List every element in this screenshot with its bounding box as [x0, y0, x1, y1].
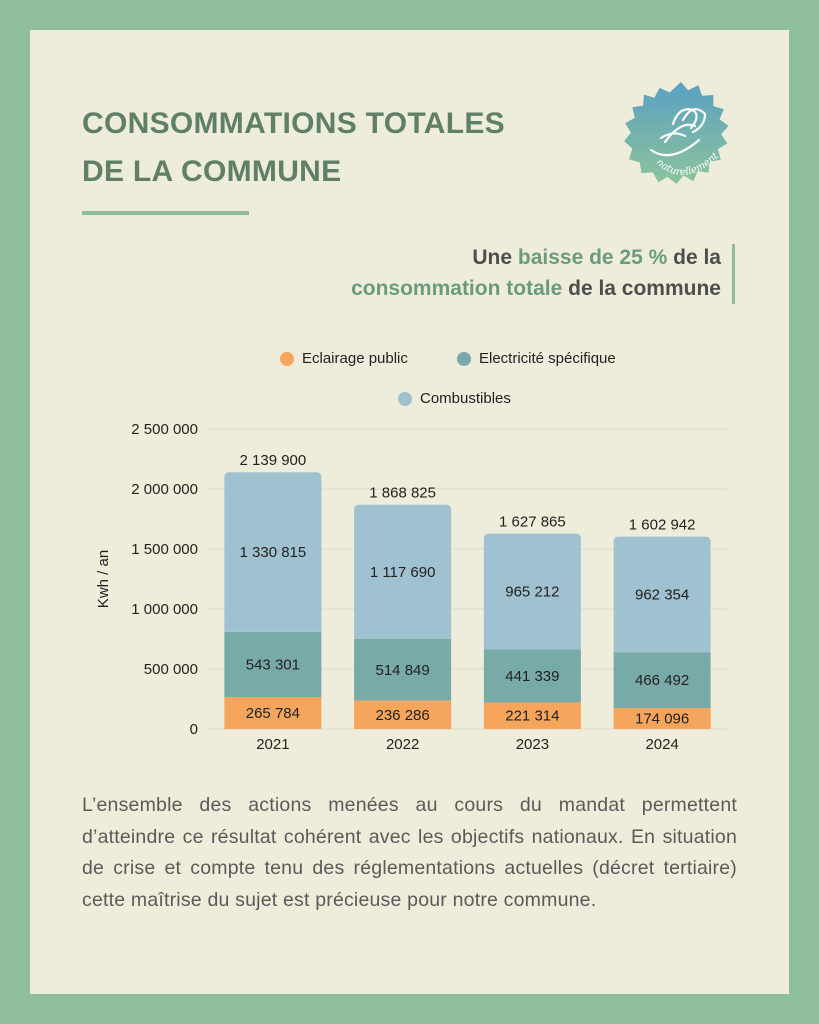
- title-line-1: CONSOMMATIONS TOTALES: [82, 107, 505, 140]
- y-tick-label: 2 000 000: [131, 481, 198, 498]
- data-label-eclairage: 265 784: [246, 705, 300, 722]
- legend-swatch-combustibles: [398, 391, 412, 406]
- headline-text-1: Une: [472, 246, 518, 269]
- title-underline: [82, 211, 249, 215]
- data-label-electricite: 466 492: [635, 672, 689, 689]
- headline-text-2: de la: [667, 246, 721, 269]
- naturellement-badge-logo: naturellement: [624, 82, 729, 184]
- headline-text-3: de la commune: [562, 277, 721, 300]
- bar-segment-eclairage: [483, 702, 581, 729]
- y-tick-label: 1 500 000: [131, 541, 198, 558]
- bar-segment-electricite: [613, 652, 711, 709]
- legend-label-eclairage: Eclairage public: [302, 350, 408, 367]
- data-label-eclairage: 221 314: [505, 708, 559, 725]
- data-label-eclairage: 236 286: [376, 707, 430, 724]
- data-label-electricite: 514 849: [376, 662, 430, 679]
- bar-segment-electricite: [483, 649, 581, 703]
- total-label: 1 627 865: [499, 514, 566, 531]
- bar-segment-combustibles: [483, 533, 581, 650]
- data-label-eclairage: 174 096: [635, 711, 689, 728]
- legend-label-combustibles: Combustibles: [420, 390, 511, 407]
- page-title: CONSOMMATIONS TOTALES DE LA COMMUNE: [82, 100, 505, 196]
- body-paragraph: L’ensemble des actions menées au cours d…: [82, 794, 737, 911]
- bar-segment-eclairage: [354, 700, 452, 729]
- y-tick-label: 2 500 000: [131, 421, 198, 438]
- leaf-icon: [649, 108, 707, 157]
- data-label-combustibles: 1 330 815: [240, 544, 307, 561]
- y-tick-label: 0: [190, 721, 198, 738]
- bar-segment-combustibles: [354, 504, 452, 639]
- bar-segment-combustibles: [224, 472, 322, 632]
- bar-segment-electricite: [224, 631, 322, 698]
- chart-headline: Une baisse de 25 % de la consommation to…: [351, 242, 721, 304]
- x-tick-label: 2023: [516, 736, 549, 753]
- x-tick-label: 2021: [256, 736, 289, 753]
- headline-highlight-1: baisse de 25 %: [517, 246, 668, 269]
- bar-segment-combustibles: [613, 536, 711, 653]
- legend-swatch-eclairage: [280, 351, 294, 366]
- x-tick-label: 2022: [386, 736, 419, 753]
- title-line-2: DE LA COMMUNE: [82, 155, 342, 188]
- total-label: 1 602 942: [629, 517, 696, 534]
- headline-highlight-2: consommation totale: [351, 277, 563, 300]
- total-label: 2 139 900: [240, 452, 307, 469]
- bar-segment-eclairage: [224, 697, 322, 729]
- legend-label-electricite: Electricité spécifique: [479, 350, 616, 367]
- data-label-combustibles: 962 354: [635, 586, 689, 603]
- legend-item-eclairage: Eclairage public: [280, 350, 408, 367]
- stacked-bar-chart: 0 500 000 1 000 000 1 500 000 2 000 000 2 500…: [95, 421, 727, 753]
- legend-item-combustibles: Combustibles: [398, 390, 511, 407]
- infographic-card: CONSOMMATIONS TOTALES DE LA COMMUNE natu…: [30, 30, 789, 994]
- headline-accent-bar: [732, 244, 735, 304]
- legend-item-electricite: Electricité spécifique: [457, 350, 616, 367]
- total-label: 1 868 825: [369, 485, 436, 502]
- y-tick-label: 1 000 000: [131, 601, 198, 618]
- data-label-electricite: 543 301: [246, 657, 300, 674]
- bar-segment-eclairage: [613, 708, 711, 729]
- data-label-combustibles: 965 212: [505, 584, 559, 601]
- data-label-electricite: 441 339: [505, 668, 559, 685]
- legend-swatch-electricite: [457, 351, 471, 366]
- x-tick-label: 2024: [645, 736, 678, 753]
- bar-segment-electricite: [354, 638, 452, 701]
- y-tick-label: 500 000: [144, 661, 198, 678]
- y-axis-label: Kwh / an: [95, 550, 112, 608]
- data-label-combustibles: 1 117 690: [370, 564, 436, 581]
